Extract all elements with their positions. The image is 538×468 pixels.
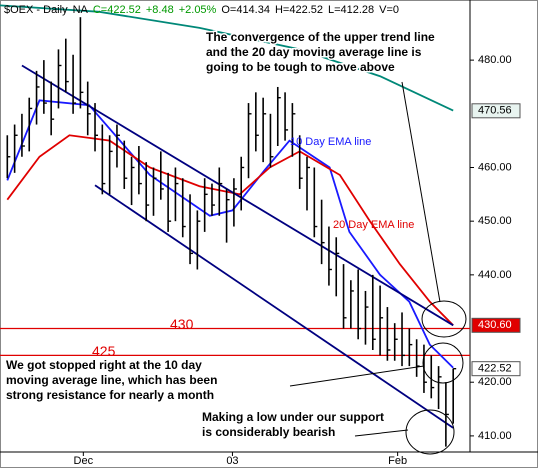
plot: 10 Day EMA line 20 Day EMA line 430 425 [0,4,470,447]
pointer [354,429,409,437]
y-tick-label: 460.00 [478,161,512,173]
header-item: $OEX - Daily [4,4,68,16]
annotation-line: is considerably bearish [202,425,335,439]
annotation-line: We got stopped right at the 10 day [6,358,202,372]
price-tag [471,103,521,119]
header-item: V=0 [379,4,399,16]
annotation-line: and the 20 day moving average line is [206,45,422,59]
header-item: H=422.52 [275,4,323,16]
circle [421,300,467,338]
annotation-line: Making a low under our support [202,410,384,424]
x-tick-label: Dec [74,455,94,467]
header-item: L=412.28 [328,4,374,16]
annotation-line: strong resistance for nearly a month [6,388,214,402]
header-item: +8.48 [146,4,174,16]
header-item: +2.05% [179,4,217,16]
annotation-line: going to be tough to move above [206,60,395,74]
header-item: NA [73,4,89,16]
support-label: 430 [170,316,194,332]
series-line [6,99,454,369]
y-tick-label: 480.00 [478,54,512,66]
annotation-line: moving average line, which has been [6,373,217,387]
annotation-line: The convergence of the upper trend line [206,30,435,44]
pointer [401,81,441,303]
price-tag-label: 430.60 [478,319,512,331]
support-label: 425 [92,343,116,359]
series-label: 10 Day EMA line [290,136,371,148]
price-tag [471,361,521,377]
series-line [6,134,454,326]
header: $OEX - Daily NA C=422.52 +8.48 +2.05% O=414.3… [4,4,399,16]
header-item: C=422.52 [93,4,141,16]
series-line [94,184,454,429]
pointer [289,365,425,387]
circle [422,342,464,384]
y-tick-label: 420.00 [478,376,512,388]
series-line [21,64,454,327]
x-tick-label: Feb [388,455,407,467]
y-tick-label: 450.00 [478,215,512,227]
series-label: 20 Day EMA line [333,219,414,231]
y-tick-label: 440.00 [478,269,512,281]
y-tick-label: 410.00 [478,430,512,442]
callouts [289,81,467,455]
circle [405,409,455,455]
price-tag-label: 422.52 [478,363,512,375]
price-tag-label: 470.56 [478,105,512,117]
series-line [0,4,454,112]
price-tag [471,317,521,333]
x-tick-label: 03 [226,455,238,467]
annotations: The convergence of the upper trend linea… [5,29,437,441]
header-item: O=414.34 [221,4,270,16]
